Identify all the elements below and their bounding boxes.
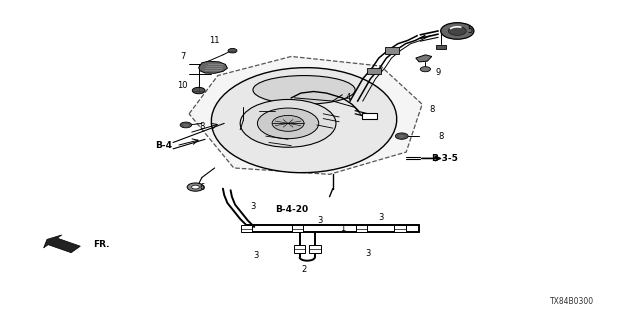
Text: 8: 8 — [429, 105, 435, 114]
Circle shape — [396, 133, 408, 139]
Circle shape — [449, 27, 467, 36]
Polygon shape — [189, 56, 422, 174]
Text: 7: 7 — [180, 52, 186, 61]
FancyBboxPatch shape — [241, 225, 252, 232]
Circle shape — [272, 116, 304, 131]
Text: 6: 6 — [199, 183, 205, 192]
Circle shape — [257, 108, 319, 139]
FancyBboxPatch shape — [385, 47, 399, 54]
Text: 10: 10 — [177, 81, 188, 90]
Circle shape — [420, 67, 431, 72]
FancyBboxPatch shape — [394, 225, 406, 232]
Text: 3: 3 — [317, 216, 323, 225]
FancyBboxPatch shape — [294, 245, 305, 253]
FancyBboxPatch shape — [356, 225, 367, 232]
Polygon shape — [416, 55, 432, 62]
Text: 3: 3 — [250, 202, 255, 211]
FancyBboxPatch shape — [436, 45, 447, 49]
Circle shape — [240, 100, 336, 147]
Text: B-3-5: B-3-5 — [431, 154, 458, 163]
Text: 4: 4 — [346, 93, 351, 102]
Text: 3: 3 — [365, 250, 371, 259]
Circle shape — [441, 23, 474, 39]
Text: TX84B0300: TX84B0300 — [550, 297, 595, 306]
Text: B-4: B-4 — [155, 141, 172, 150]
Circle shape — [191, 185, 199, 189]
FancyBboxPatch shape — [367, 68, 381, 74]
Circle shape — [192, 87, 205, 94]
Polygon shape — [44, 235, 81, 253]
Ellipse shape — [253, 76, 355, 104]
Text: 1: 1 — [340, 224, 345, 233]
FancyBboxPatch shape — [292, 225, 303, 232]
FancyBboxPatch shape — [309, 245, 321, 253]
Text: 9: 9 — [435, 68, 441, 77]
Circle shape — [187, 183, 204, 191]
Text: FR.: FR. — [93, 240, 110, 249]
Text: 3: 3 — [378, 213, 383, 222]
Text: 3: 3 — [253, 251, 259, 260]
Ellipse shape — [211, 68, 397, 173]
Text: 5: 5 — [467, 27, 473, 36]
Text: 2: 2 — [301, 265, 307, 275]
Text: 11: 11 — [209, 36, 220, 45]
Text: 8: 8 — [199, 122, 205, 131]
Circle shape — [228, 49, 237, 53]
Text: 8: 8 — [438, 132, 444, 140]
Text: B-4-20: B-4-20 — [275, 205, 308, 214]
Circle shape — [180, 122, 191, 128]
Polygon shape — [198, 61, 227, 73]
FancyBboxPatch shape — [362, 113, 378, 119]
